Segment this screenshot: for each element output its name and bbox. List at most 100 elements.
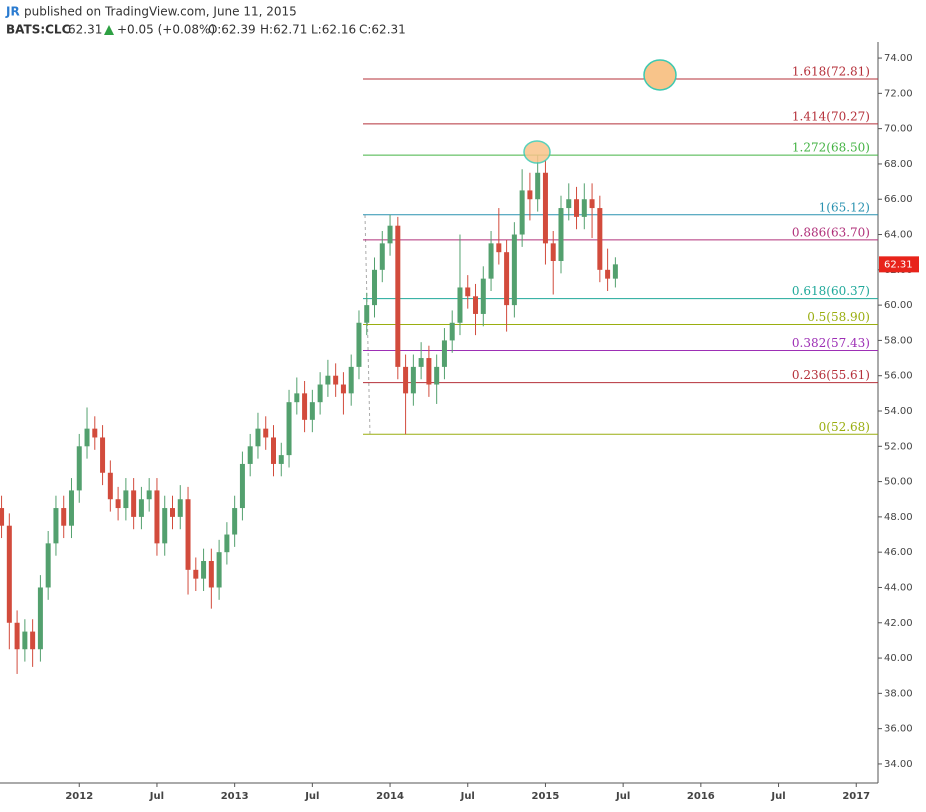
fib-label: 1(65.12) [819,200,870,214]
fib-label: 0.236(55.61) [792,368,870,382]
candle-body [22,631,28,650]
candle-body [379,243,385,270]
candle-body [473,296,479,314]
x-tick-label: Jul [304,791,319,802]
candle-body [348,366,354,394]
candle-body [138,499,144,517]
candle-body [550,243,556,261]
candle-body [37,587,43,650]
y-tick-label: 44.00 [884,582,913,593]
candle-body [449,322,455,341]
candle-body [294,393,300,403]
open: O:62.39 [208,23,256,37]
candle-body [185,499,191,570]
candle-body [208,561,214,588]
y-tick-label: 52.00 [884,441,913,452]
candle-body [496,243,502,253]
candle-body [325,375,331,385]
fib-label: 1.414(70.27) [792,109,870,123]
x-tick-label: 2012 [65,791,93,802]
candle-body [504,252,510,306]
candle-body [426,358,432,385]
fib-label: 0(52.68) [819,420,870,434]
candle-body [309,402,315,420]
high: H:62.71 [260,23,307,37]
fib-label: 1.618(72.81) [792,65,870,79]
x-tick-label: Jul [615,791,630,802]
candle-body [488,243,494,279]
y-tick-label: 60.00 [884,300,913,311]
x-tick-label: 2013 [221,791,249,802]
candle-body [597,208,603,270]
candle-body [14,622,20,650]
y-tick-label: 72.00 [884,88,913,99]
price: 62.31 [68,23,102,37]
y-tick-label: 40.00 [884,653,913,664]
candle-body [535,172,541,200]
fib-label: 1.272(68.50) [792,141,870,155]
x-tick-label: Jul [770,791,785,802]
y-tick-label: 70.00 [884,124,913,135]
candle-body [387,225,393,244]
x-tick-label: 2016 [687,791,715,802]
low: L:62.16 [311,23,356,37]
candle-body [169,508,175,517]
candle-body [333,375,339,385]
last-price-tag [879,256,919,273]
candle-body [68,490,74,526]
candle-body [53,508,59,544]
candle-body [418,358,424,367]
y-tick-label: 58.00 [884,335,913,346]
candle-body [146,490,152,500]
candle-body [340,384,346,394]
candle-body [92,428,98,438]
y-tick-label: 54.00 [884,406,913,417]
y-tick-label: 36.00 [884,724,913,735]
author[interactable]: JR [5,5,20,19]
candle-body [162,508,168,544]
candle-body [177,499,183,517]
y-tick-label: 38.00 [884,688,913,699]
y-tick-label: 34.00 [884,759,913,770]
candle-body [247,446,253,464]
candle-body [612,264,618,279]
candle-body [395,225,401,367]
candle-body [216,552,222,588]
candle-body [465,287,471,297]
candle-body [193,569,199,579]
candle-body [0,508,5,526]
candle-body [201,561,207,579]
candle-body [30,631,36,650]
change: +0.05 (+0.08%) [117,23,215,37]
up-arrow [104,25,114,35]
candle-body [271,437,277,464]
fib-label: 0.5(58.90) [807,310,870,324]
y-tick-label: 46.00 [884,547,913,558]
candle-body [519,190,525,235]
y-tick-label: 50.00 [884,477,913,488]
x-tick-label: 2015 [532,791,560,802]
candle-body [123,490,129,509]
candle-body [566,199,572,209]
candle-body [232,508,238,535]
y-tick-label: 74.00 [884,53,913,64]
y-tick-label: 42.00 [884,618,913,629]
candle-body [356,322,362,367]
x-tick-label: Jul [149,791,164,802]
candle-body [605,269,611,279]
y-tick-label: 68.00 [884,159,913,170]
x-tick-label: 2014 [376,791,404,802]
x-tick-label: 2017 [842,791,870,802]
candle-body [441,340,447,367]
candle-body [84,428,90,447]
peak-circle [523,140,551,164]
fib-label: 0.886(63.70) [792,225,870,239]
candle-body [61,508,67,526]
candle-body [511,234,517,306]
candle-body [581,199,587,217]
candle-body [434,366,440,385]
candle-body [364,305,370,323]
candle-body [224,534,230,553]
last-price-label: 62.31 [884,259,913,270]
